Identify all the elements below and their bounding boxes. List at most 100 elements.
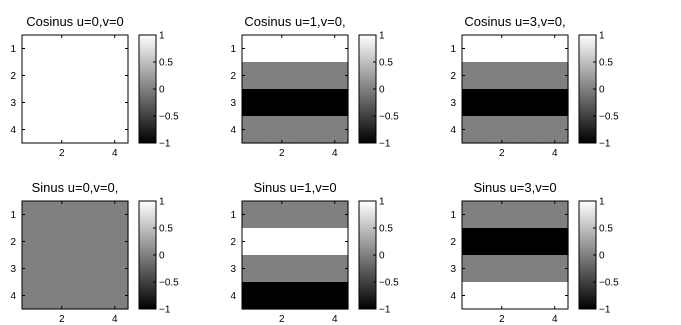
- panel-4-colorbar-tick-label-1: 0.5: [159, 224, 173, 235]
- panel-5-axes-box: [241, 200, 349, 310]
- panel-3-cell-r4-c4: [541, 116, 569, 144]
- panel-2-cell-r2-c3: [295, 62, 323, 90]
- panel-1-axes-box: [21, 34, 129, 144]
- panel-1-cell-r3-c1: [22, 89, 50, 117]
- panel-6-colorbar-tick-label-1: 0.5: [599, 224, 613, 235]
- panel-5-cell-r4-c2: [268, 282, 296, 310]
- panel-3-cell-r1-c2: [488, 35, 516, 63]
- panel-1-cell-r1-c3: [75, 35, 103, 63]
- panel-3-cell-r4-c1: [462, 116, 490, 144]
- panel-2-ytick-label-3: 3: [230, 98, 236, 109]
- panel-5-colorbar-tick-label-3: −0.5: [379, 278, 399, 289]
- panel-4-cell-r4-c3: [75, 282, 103, 310]
- panel-3-ytick-label-4: 4: [450, 125, 456, 136]
- panel-6-cell-r1-c3: [515, 201, 543, 229]
- panel-1-colorbar-tick-label-3: −0.5: [159, 112, 179, 123]
- panel-1-cell-r1-c1: [22, 35, 50, 63]
- panel-3-axes-box: [461, 34, 569, 144]
- panel-5-cell-r2-c3: [295, 228, 323, 256]
- panel-4-cell-r1-c4: [101, 201, 129, 229]
- panel-1-colorbar-tick-label-1: 0.5: [159, 58, 173, 69]
- panel-3-cell-r1-c1: [462, 35, 490, 63]
- panel-5-cell-r4-c1: [242, 282, 270, 310]
- panel-4-cell-r1-c3: [75, 201, 103, 229]
- panel-2-colorbar-tick-label-2: 0: [379, 85, 385, 96]
- panel-6-cell-r4-c4: [541, 282, 569, 310]
- panel-4-cell-r2-c2: [48, 228, 76, 256]
- panel-2-cell-r1-c3: [295, 35, 323, 63]
- panel-5-title: Sinus u=1,v=0: [253, 180, 336, 195]
- panel-1-xtick-label-2: 2: [59, 148, 65, 159]
- panel-1-cell-r3-c3: [75, 89, 103, 117]
- panel-4-axes-box: [21, 200, 129, 310]
- panel-6-colorbar-tick-label-4: −1: [599, 305, 611, 316]
- panel-2-xtick-label-2: 2: [279, 148, 285, 159]
- panel-4-cell-r1-c2: [48, 201, 76, 229]
- panel-4-ytick-label-1: 1: [10, 210, 16, 221]
- panel-4-ytick-label-3: 3: [10, 264, 16, 275]
- panel-6-colorbar-tick-label-2: 0: [599, 251, 605, 262]
- panel-6-colorbar-tick-label-3: −0.5: [599, 278, 619, 289]
- panel-2-cell-r3-c1: [242, 89, 270, 117]
- panel-6-cell-r4-c2: [488, 282, 516, 310]
- panel-4-ytick-label-2: 2: [10, 237, 16, 248]
- panel-2-cell-r2-c4: [321, 62, 349, 90]
- panel-5-cell-r3-c2: [268, 255, 296, 283]
- panel-2-ytick-label-1: 1: [230, 44, 236, 55]
- panel-5-ytick-label-1: 1: [230, 210, 236, 221]
- panel-5-cell-r3-c1: [242, 255, 270, 283]
- panel-6-cell-r1-c2: [488, 201, 516, 229]
- panel-5-colorbar-tick-label-2: 0: [379, 251, 385, 262]
- panel-5-cell-r1-c2: [268, 201, 296, 229]
- panel-5-cell-r2-c4: [321, 228, 349, 256]
- panel-5-colorbar-tick-label-1: 0.5: [379, 224, 393, 235]
- panel-3-xtick-label-4: 4: [552, 148, 558, 159]
- panel-5-cell-r1-c4: [321, 201, 349, 229]
- panel-4-cell-r1-c1: [22, 201, 50, 229]
- panel-2-cell-r3-c3: [295, 89, 323, 117]
- panel-5-colorbar-tick-label-4: −1: [379, 305, 391, 316]
- panel-6-cell-r3-c2: [488, 255, 516, 283]
- panel-1-ytick-label-1: 1: [10, 44, 16, 55]
- panel-2-cell-r3-c2: [268, 89, 296, 117]
- panel-1-cell-r3-c4: [101, 89, 129, 117]
- panel-3-title: Cosinus u=3,v=0,: [464, 14, 565, 29]
- panel-3-cell-r3-c2: [488, 89, 516, 117]
- panel-1-colorbar-tick-label-4: −1: [159, 139, 171, 150]
- panel-2-cell-r3-c4: [321, 89, 349, 117]
- panel-2-colorbar-tick-label-4: −1: [379, 139, 391, 150]
- panel-6-ytick-label-2: 2: [450, 237, 456, 248]
- panel-4-cell-r4-c4: [101, 282, 129, 310]
- panel-5-cell-r3-c3: [295, 255, 323, 283]
- panel-6-cell-r1-c4: [541, 201, 569, 229]
- panel-3-cell-r3-c3: [515, 89, 543, 117]
- panel-2-colorbar-tick-label-1: 0.5: [379, 58, 393, 69]
- panel-3-cell-r2-c3: [515, 62, 543, 90]
- panel-2-axes-box: [241, 34, 349, 144]
- panel-4-cell-r4-c1: [22, 282, 50, 310]
- panel-5-cell-r1-c3: [295, 201, 323, 229]
- panel-4-xtick-label-4: 4: [112, 314, 118, 325]
- panel-5-cell-r4-c3: [295, 282, 323, 310]
- panel-3-cell-r4-c2: [488, 116, 516, 144]
- panel-6-cell-r2-c3: [515, 228, 543, 256]
- panel-6-cell-r3-c4: [541, 255, 569, 283]
- panel-5-cell-r1-c1: [242, 201, 270, 229]
- panel-5-ytick-label-4: 4: [230, 291, 236, 302]
- panel-3-cell-r3-c1: [462, 89, 490, 117]
- panel-3-cell-r2-c4: [541, 62, 569, 90]
- panel-4-cell-r3-c1: [22, 255, 50, 283]
- panel-1-cell-r2-c1: [22, 62, 50, 90]
- panel-2-cell-r1-c4: [321, 35, 349, 63]
- panel-2-cell-r2-c2: [268, 62, 296, 90]
- panel-2-colorbar-tick-label-3: −0.5: [379, 112, 399, 123]
- panel-1-cell-r2-c2: [48, 62, 76, 90]
- panel-6-ytick-label-4: 4: [450, 291, 456, 302]
- panel-5-xtick-label-2: 2: [279, 314, 285, 325]
- panel-4-cell-r3-c4: [101, 255, 129, 283]
- panel-2-cell-r4-c2: [268, 116, 296, 144]
- panel-4-title: Sinus u=0,v=0,: [32, 180, 119, 195]
- panel-6-cell-r4-c1: [462, 282, 490, 310]
- panel-6-cell-r2-c1: [462, 228, 490, 256]
